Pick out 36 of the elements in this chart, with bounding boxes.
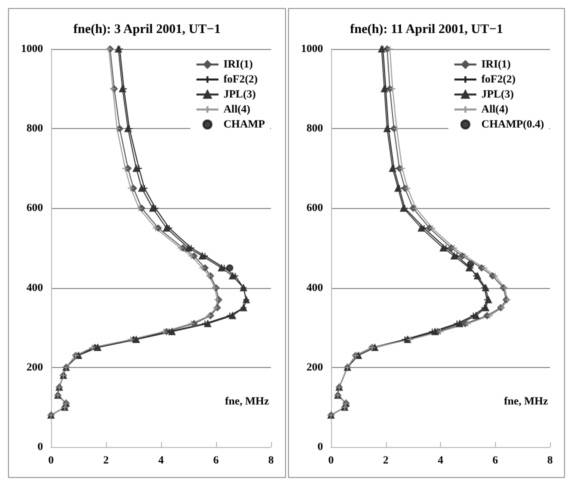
y-tick-label: 1000 — [301, 43, 324, 55]
x-tick-label: 4 — [438, 454, 444, 466]
y-tick-label: 600 — [306, 202, 324, 214]
x-tick-label: 0 — [48, 454, 54, 466]
chart-title: fne(h): 11 April 2001, UT−1 — [350, 21, 503, 36]
x-tick-label: 2 — [103, 454, 110, 466]
y-tick-label: 400 — [306, 282, 324, 294]
legend-label: IRI(1) — [481, 58, 512, 70]
x-tick-label: 2 — [383, 454, 389, 466]
y-tick-label: 400 — [26, 282, 44, 294]
x-tick-label: 0 — [328, 454, 334, 466]
legend-label: All(4) — [481, 104, 509, 116]
legend-label: foF2(2) — [223, 74, 258, 86]
y-tick-label: 200 — [306, 361, 324, 374]
legend-label: JPL(3) — [223, 88, 256, 100]
y-tick-label: 1000 — [21, 43, 44, 55]
legend-label: CHAMP(0.4) — [481, 118, 544, 130]
chart-title: fne(h): 3 April 2001, UT−1 — [73, 21, 221, 36]
y-tick-label: 600 — [26, 202, 44, 214]
x-tick-label: 8 — [268, 454, 274, 466]
legend-label: foF2(2) — [481, 74, 516, 86]
legend-label: IRI(1) — [223, 58, 254, 70]
x-axis-title: fne, MHz — [225, 396, 270, 408]
y-tick-label: 800 — [26, 122, 44, 135]
y-tick-label: 800 — [306, 122, 324, 135]
x-tick-label: 4 — [158, 454, 164, 466]
x-tick-label: 8 — [547, 454, 554, 466]
y-tick-label: 200 — [26, 361, 44, 374]
legend-label: CHAMP — [223, 118, 266, 130]
y-tick-label: 0 — [318, 441, 324, 453]
legend-label: JPL(3) — [481, 88, 514, 100]
x-axis-title: fne, MHz — [504, 396, 548, 408]
x-tick-label: 6 — [213, 454, 220, 466]
x-tick-label: 6 — [492, 454, 498, 466]
y-tick-label: 0 — [38, 441, 44, 453]
legend-label: All(4) — [223, 104, 251, 116]
